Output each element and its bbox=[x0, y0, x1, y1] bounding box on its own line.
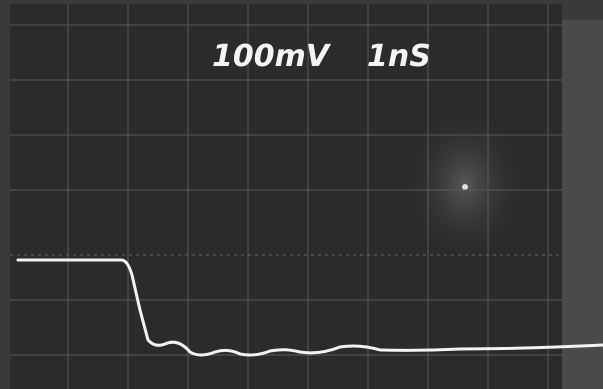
trace bbox=[16, 258, 603, 357]
graticule bbox=[10, 4, 562, 389]
volts-label: 100mV bbox=[212, 39, 332, 74]
time-label: 1nS bbox=[367, 39, 431, 74]
bezel-right bbox=[562, 20, 603, 389]
glare-spot bbox=[462, 184, 468, 190]
